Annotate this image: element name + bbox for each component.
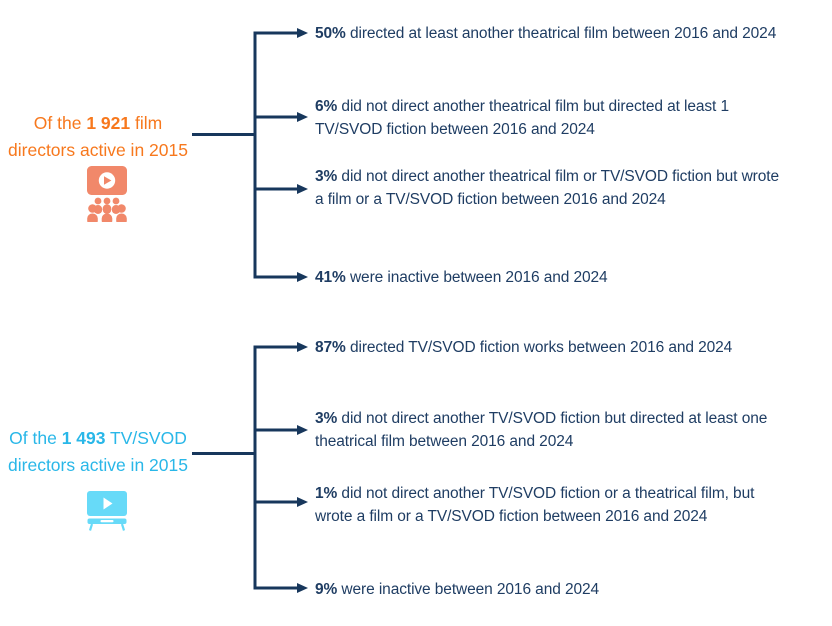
tv-directors-label-line2: directors active in 2015 [8,455,188,475]
film-directors-label-line1: Of the 1 921 film [33,113,163,133]
tv-branch-item-3: 1% did not direct another TV/SVOD fictio… [315,485,755,525]
film-directors-label-line2: directors active in 2015 [8,140,188,160]
tv-branch-3-percent: 1% [315,485,338,502]
tv-directors-label: Of the 1 493 TV/SVOD directors active in… [3,425,193,479]
tv-branch-item-1: 87% directed TV/SVOD fiction works betwe… [315,339,733,356]
tv-directors-count: 1 493 [61,428,106,448]
film-branch-item-4: 41% were inactive between 2016 and 2024 [315,269,608,286]
cinema-audience-icon [87,166,127,222]
film-branch-2-percent: 6% [315,98,338,115]
tv-branch-2-percent: 3% [315,410,338,427]
tv-branch-item-2: 3% did not direct another TV/SVOD fictio… [315,410,768,450]
film-branch-item-2: 6% did not direct another theatrical fil… [315,98,729,138]
film-directors-count: 1 921 [86,113,131,133]
film-branch-1-percent: 50% [315,25,346,42]
film-directors-label: Of the 1 921 film directors active in 20… [3,110,193,164]
film-branch-3-percent: 3% [315,168,338,185]
film-branch-4-percent: 41% [315,269,346,286]
film-branch-item-1: 50% directed at least another theatrical… [315,25,777,42]
tv-branch-4-percent: 9% [315,581,338,598]
tv-branch-item-4: 9% were inactive between 2016 and 2024 [315,581,600,598]
tv-branch-1-percent: 87% [315,339,346,356]
tv-directors-label-line1: Of the 1 493 TV/SVOD [9,428,187,448]
film-branch-item-3: 3% did not direct another theatrical fil… [315,168,779,208]
tv-play-icon [87,491,127,531]
